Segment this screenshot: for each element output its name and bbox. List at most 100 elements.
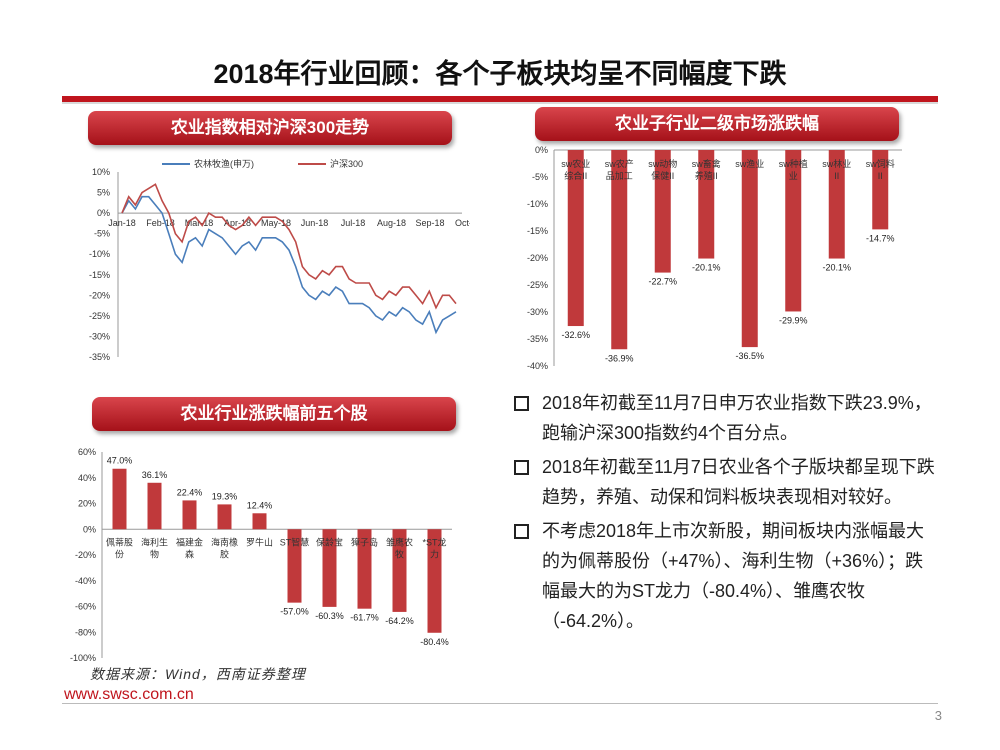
data-label: -80.4%	[420, 637, 449, 647]
category-label: *ST龙	[422, 536, 446, 547]
data-label: 36.1%	[142, 470, 168, 480]
y-tick-label: 60%	[78, 447, 96, 457]
x-tick-label: Jun-18	[301, 218, 329, 228]
bar	[322, 529, 337, 607]
y-tick-label: -30%	[89, 331, 110, 341]
category-label: 综合II	[564, 170, 587, 181]
bullet-item: 2018年初截至11月7日农业各个子版块都呈现下跌趋势，养殖、动保和饲料板块表现…	[512, 452, 938, 512]
category-label: 物	[150, 548, 159, 559]
title-red-rule	[62, 96, 938, 102]
y-tick-label: -100%	[70, 653, 96, 663]
y-tick-label: 0%	[97, 208, 110, 218]
square-bullet-icon	[514, 396, 529, 411]
subsector-bar-chart: 0% -5% -10% -15% -20% -25% -30% -35% -40% -32.6% s…	[527, 145, 902, 371]
category-label: sw农业	[561, 158, 590, 169]
footer-rule	[62, 703, 938, 704]
bar	[741, 150, 758, 348]
bar	[182, 500, 197, 530]
x-tick-label: Feb-18	[146, 218, 175, 228]
category-label: sw渔业	[735, 159, 764, 169]
y-tick-label: -40%	[527, 361, 548, 371]
category-label: sw饲料	[866, 158, 895, 169]
y-tick-label: -10%	[89, 249, 110, 259]
data-label: -29.9%	[779, 315, 808, 325]
bar	[357, 529, 372, 609]
y-tick-label: -10%	[527, 199, 548, 209]
bar	[392, 529, 407, 612]
y-tick-label: 10%	[92, 167, 110, 177]
square-bullet-icon	[514, 524, 529, 539]
category-label: sw种植	[779, 158, 808, 169]
y-tick-label: -5%	[94, 229, 110, 239]
page-number: 3	[934, 708, 942, 723]
bar	[427, 529, 442, 633]
y-tick-label: -20%	[89, 290, 110, 300]
data-label: -61.7%	[350, 613, 379, 623]
series-line-agri	[121, 195, 457, 335]
y-tick-label: -25%	[527, 280, 548, 290]
x-tick-label: Sep-18	[415, 218, 444, 228]
category-label: II	[878, 171, 883, 181]
x-tick-label: Jan-18	[108, 218, 136, 228]
bar	[217, 504, 232, 530]
x-tick-label: May-18	[261, 218, 291, 228]
subsector-chart-title: 农业子行业二级市场涨跌幅	[535, 107, 899, 141]
top-stocks-bar-chart: 60% 40% 20% 0% -20% -40% -60% -80% -100% 47.0% 佩蒂股…	[70, 447, 452, 663]
data-label: -36.5%	[735, 351, 764, 361]
category-label: 佩蒂股	[106, 536, 133, 547]
page-title: 2018年行业回顾：各个子板块均呈不同幅度下跌	[213, 59, 787, 89]
bar	[785, 150, 802, 312]
category-label: 罗牛山	[246, 536, 273, 547]
x-tick-label: Apr-18	[224, 218, 251, 228]
y-tick-label: -40%	[75, 576, 96, 586]
data-label: -32.6%	[561, 330, 590, 340]
bar	[698, 150, 715, 259]
data-label: 12.4%	[247, 500, 273, 510]
y-tick-label: 0%	[83, 524, 96, 534]
line-chart-title: 农业指数相对沪深300走势	[88, 111, 452, 145]
data-label: 19.3%	[212, 491, 238, 501]
bar	[828, 150, 845, 259]
y-tick-label: -15%	[527, 226, 548, 236]
y-tick-label: -80%	[75, 627, 96, 637]
data-label: -60.3%	[315, 611, 344, 621]
category-label: 胶	[220, 548, 229, 559]
website-link[interactable]: www.swsc.com.cn	[64, 686, 194, 703]
y-tick-label: -15%	[89, 270, 110, 280]
y-tick-label: -60%	[75, 602, 96, 612]
top5-chart-title: 农业行业涨跌幅前五个股	[92, 397, 456, 431]
data-label: -14.7%	[866, 233, 895, 243]
x-tick-label: Aug-18	[377, 218, 406, 228]
series-line-hs300	[121, 183, 457, 310]
data-label: 47.0%	[107, 456, 133, 466]
bar	[112, 468, 127, 530]
y-tick-label: -20%	[75, 550, 96, 560]
x-tick-label: Oct-18	[455, 218, 470, 228]
category-label: 雏鹰农	[386, 536, 413, 547]
category-label: sw畜禽	[692, 158, 721, 169]
category-label: ST智慧	[280, 536, 310, 547]
bar	[872, 150, 889, 230]
bar	[567, 150, 584, 327]
data-label: -57.0%	[280, 607, 309, 617]
bar	[287, 529, 302, 603]
line-chart: 10% 5% 0% -5% -10% -15% -20% -25% -30% -35% Jan-18…	[89, 158, 470, 362]
category-label: 海利生	[141, 536, 168, 547]
category-label: 獐子岛	[351, 536, 378, 547]
bullet-item: 2018年初截至11月7日申万农业指数下跌23.9%，跑输沪深300指数约4个百…	[512, 388, 938, 448]
bar	[654, 150, 671, 273]
legend-label-hs300: 沪深300	[330, 158, 363, 169]
legend-label-agri: 农林牧渔(申万)	[194, 158, 254, 169]
category-label: 保龄宝	[316, 536, 343, 547]
y-tick-label: -20%	[527, 253, 548, 263]
bullet-list: 2018年初截至11月7日申万农业指数下跌23.9%，跑输沪深300指数约4个百…	[512, 388, 938, 640]
y-tick-label: 40%	[78, 473, 96, 483]
category-label: 力	[430, 548, 439, 559]
category-label: 海南橡	[211, 536, 238, 547]
data-label: -64.2%	[385, 616, 414, 626]
category-label: sw动物	[648, 158, 677, 169]
data-label: 22.4%	[177, 487, 203, 497]
category-label: 养殖II	[695, 170, 718, 181]
y-tick-label: 0%	[535, 145, 548, 155]
y-tick-label: 20%	[78, 499, 96, 509]
